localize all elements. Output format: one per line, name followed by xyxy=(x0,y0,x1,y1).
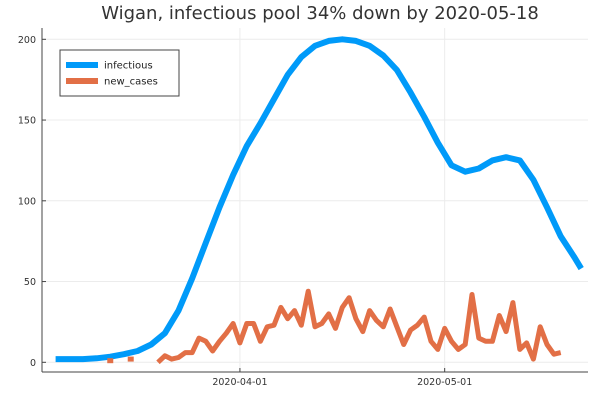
axes: 0 50 100 150 200 2020-04-01 2020-05-01 xyxy=(18,28,588,388)
legend: infectious new_cases xyxy=(59,49,180,97)
series-line-new_cases xyxy=(156,288,562,365)
legend-label-infectious: infectious xyxy=(104,61,153,72)
y-tick-label: 200 xyxy=(18,35,36,46)
y-tick-label: 100 xyxy=(18,196,36,207)
x-tick-label: 2020-05-01 xyxy=(417,377,472,388)
legend-box xyxy=(59,49,180,97)
y-tick-label: 50 xyxy=(24,277,36,288)
x-tick-label: 2020-04-01 xyxy=(212,377,267,388)
series-line-infectious xyxy=(55,36,584,363)
y-tick-label: 150 xyxy=(18,116,36,127)
series-new_cases xyxy=(107,288,562,365)
series-infectious xyxy=(55,36,584,363)
plot-area xyxy=(55,36,584,365)
legend-label-new_cases: new_cases xyxy=(104,77,158,88)
grid xyxy=(42,28,588,372)
chart-title: Wigan, infectious pool 34% down by 2020-… xyxy=(101,3,539,24)
y-tick-label: 0 xyxy=(30,358,36,369)
